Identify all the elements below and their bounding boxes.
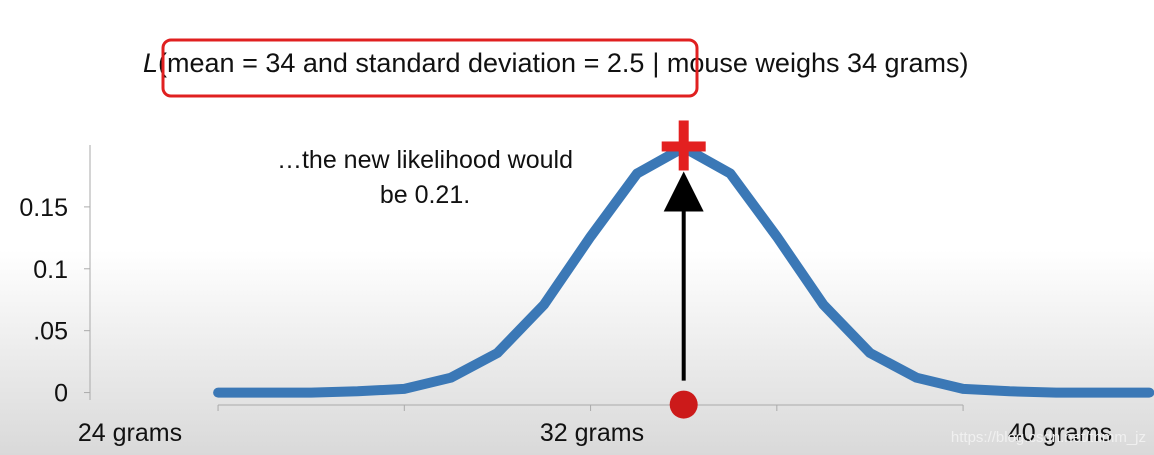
watermark: https://blog.csdn.net/thmm_jz bbox=[951, 429, 1146, 446]
peak-marker bbox=[661, 120, 706, 171]
point bbox=[669, 390, 698, 419]
y-tick-label: .05 bbox=[33, 318, 68, 346]
plus-v bbox=[678, 120, 689, 171]
chart-title: L(mean = 34 and standard deviation = 2.5… bbox=[143, 48, 969, 78]
y-tick-label: 0.15 bbox=[19, 194, 68, 222]
title-prefix: L bbox=[143, 48, 158, 78]
title-suffix: | mouse weighs 34 grams) bbox=[652, 48, 968, 78]
y-tick-label: 0 bbox=[54, 380, 68, 408]
annotation: be 0.21. bbox=[380, 181, 470, 209]
title-highlight: (mean = 34 and standard deviation = 2.5 bbox=[158, 48, 644, 78]
x-label: 24 grams bbox=[78, 419, 182, 447]
annotation: …the new likelihood would bbox=[277, 146, 573, 174]
y-tick-label: 0.1 bbox=[33, 256, 68, 284]
highlight-box bbox=[161, 38, 699, 98]
x-label: 32 grams bbox=[540, 419, 644, 447]
x-label: 40 grams bbox=[1008, 419, 1112, 447]
